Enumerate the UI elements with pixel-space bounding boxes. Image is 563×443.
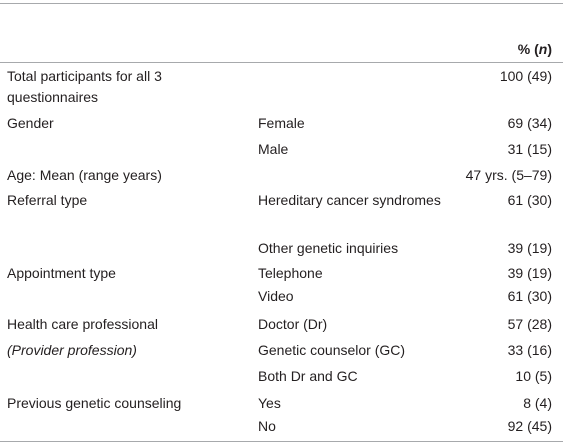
- row-value: 92 (45): [507, 418, 552, 434]
- header-rule: [0, 62, 563, 63]
- row-value: 69 (34): [507, 115, 552, 131]
- row-label: Previous genetic counseling: [7, 395, 182, 411]
- row-sublabel: Video: [258, 288, 294, 304]
- header-text: % (: [517, 41, 539, 57]
- header-italic: n: [538, 41, 548, 57]
- row-value: 57 (28): [507, 316, 552, 332]
- row-label: Total participants for all 3 questionnai…: [7, 68, 162, 105]
- row-sublabel: No: [258, 418, 276, 434]
- row-label: Health care professional: [7, 316, 158, 332]
- row-sublabel: Doctor (Dr): [258, 316, 328, 332]
- row-value: 33 (16): [507, 342, 552, 358]
- row-label: Appointment type: [7, 265, 116, 281]
- row-value: 39 (19): [507, 240, 552, 256]
- row-value: 31 (15): [507, 141, 552, 157]
- column-header: % (n): [518, 39, 552, 60]
- row-label: Gender: [7, 115, 54, 131]
- row-value: 47 yrs. (5–79): [465, 167, 552, 183]
- row-value: 61 (30): [507, 192, 552, 208]
- row-value: 100 (49): [499, 68, 552, 84]
- row-sublabel: Male: [258, 141, 289, 157]
- row-sublabel: Both Dr and GC: [258, 368, 358, 384]
- row-label: (Provider profession): [7, 342, 137, 358]
- row-sublabel: Other genetic inquiries: [258, 240, 399, 256]
- row-sublabel: Hereditary cancer syndromes: [258, 192, 441, 208]
- row-value: 61 (30): [507, 288, 552, 304]
- row-label: Referral type: [7, 192, 88, 208]
- header-text: ): [547, 41, 552, 57]
- row-value: 8 (4): [523, 395, 552, 411]
- row-sublabel: Yes: [258, 395, 281, 411]
- row-label: Age: Mean (range years): [7, 167, 162, 183]
- row-sublabel: Female: [258, 115, 305, 131]
- row-sublabel: Genetic counselor (GC): [258, 342, 406, 358]
- bottom-rule: [0, 441, 563, 442]
- row-value: 39 (19): [507, 265, 552, 281]
- row-value: 10 (5): [515, 368, 552, 384]
- row-sublabel: Telephone: [258, 265, 323, 281]
- top-rule: [0, 3, 563, 4]
